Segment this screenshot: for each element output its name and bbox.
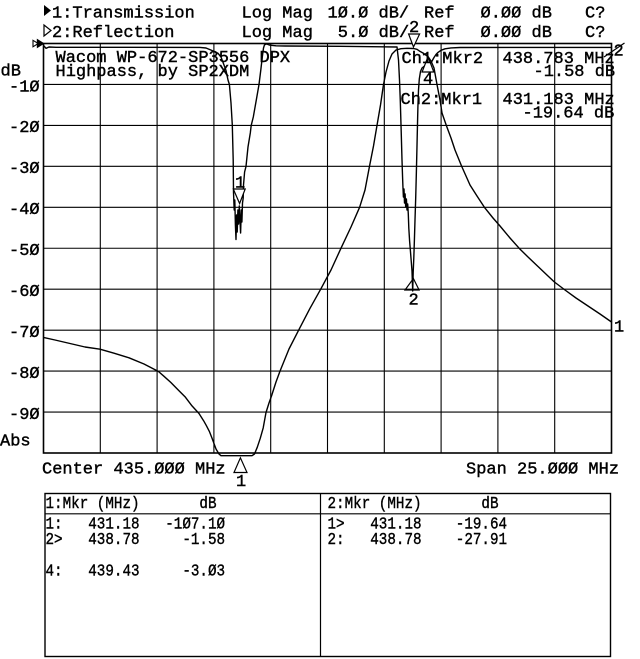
svg-text:C?: C? [585,5,605,24]
svg-text:Wacom WP-672-SP3556 DPX: Wacom WP-672-SP3556 DPX [56,49,291,68]
svg-text:5.Ø dB/: 5.Ø dB/ [338,24,409,43]
svg-text:Ref: Ref [424,24,455,43]
svg-text:-5Ø: -5Ø [9,242,40,261]
svg-text:-19.64 dB: -19.64 dB [523,104,615,123]
svg-text:4: 439.43 -3.Ø3: 4: 439.43 -3.Ø3 [46,563,226,582]
svg-text:2: 438.78 -27.91: 2: 438.78 -27.91 [328,531,508,550]
svg-text:431.183 MHz: 431.183 MHz [503,91,615,110]
svg-text:2: 2 [409,292,419,311]
svg-text:1: 1 [614,319,624,338]
svg-text:Span 25.ØØØ MHz: Span 25.ØØØ MHz [466,460,619,479]
svg-text:dB: dB [1,62,21,81]
svg-text:-6Ø: -6Ø [9,283,40,302]
svg-text:2> 438.78 -1.58: 2> 438.78 -1.58 [46,531,226,550]
svg-text:Highpass, by SP2XDM: Highpass, by SP2XDM [56,63,250,82]
svg-text:Ø.ØØ dB: Ø.ØØ dB [481,5,552,24]
svg-text:Log Mag: Log Mag [242,5,313,24]
svg-text:2: 2 [409,19,419,38]
svg-text:2: 2 [614,42,624,61]
svg-text:Ch1:Mkr2: Ch1:Mkr2 [402,50,484,69]
svg-text:Center 435.ØØØ MHz: Center 435.ØØØ MHz [42,460,226,479]
svg-text:1Ø.Ø dB/: 1Ø.Ø dB/ [328,5,410,24]
svg-text:1:Mkr (MHz) dB: 1:Mkr (MHz) dB [46,495,217,514]
svg-text:Ch2:Mkr1: Ch2:Mkr1 [401,91,483,110]
svg-text:-3Ø: -3Ø [9,160,40,179]
svg-text:-1Ø: -1Ø [9,78,40,97]
svg-text:4: 4 [423,71,433,90]
svg-text:-8Ø: -8Ø [9,365,40,384]
svg-text:1: 431.18 -1Ø7.1Ø: 1: 431.18 -1Ø7.1Ø [46,516,226,535]
svg-text:1> 431.18 -19.64: 1> 431.18 -19.64 [328,516,508,535]
svg-text:-7Ø: -7Ø [9,324,40,343]
svg-text:438.783 MHz: 438.783 MHz [503,50,615,69]
svg-text:-2Ø: -2Ø [9,119,40,138]
svg-text:2:Reflection: 2:Reflection [52,24,174,43]
svg-text:1:Transmission: 1:Transmission [52,5,195,24]
svg-text:1: 1 [235,174,245,193]
svg-text:Abs: Abs [0,433,31,452]
svg-text:1: 1 [236,473,246,492]
svg-text:Log Mag: Log Mag [242,24,313,43]
svg-text:Ø.ØØ dB: Ø.ØØ dB [481,24,552,43]
svg-text:-1.58 dB: -1.58 dB [534,63,616,82]
svg-text:-4Ø: -4Ø [9,201,40,220]
svg-text:C?: C? [585,24,605,43]
svg-text:-9Ø: -9Ø [9,406,40,425]
svg-text:Ref: Ref [424,5,455,24]
svg-text:2:Mkr (MHz) dB: 2:Mkr (MHz) dB [328,495,499,514]
